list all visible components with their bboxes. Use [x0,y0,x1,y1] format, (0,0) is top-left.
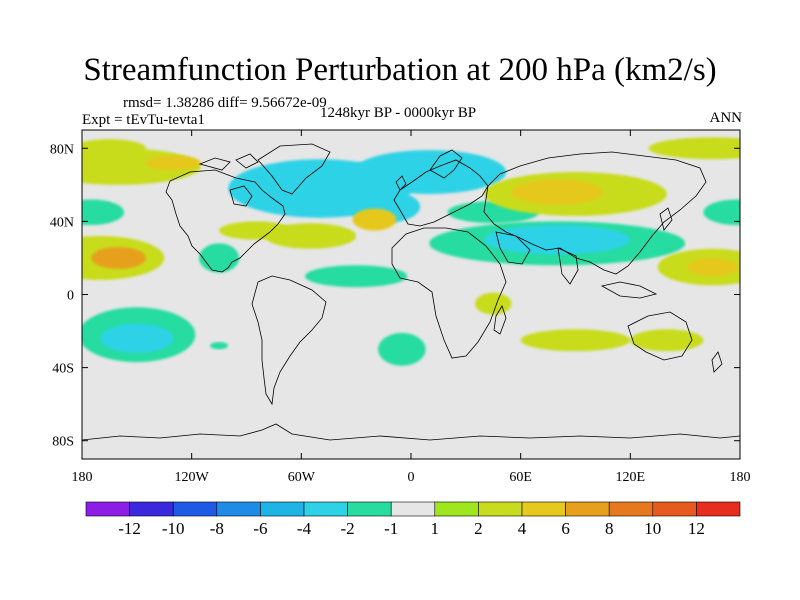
y-tick-label: 40N [50,215,74,230]
coast-australia [627,311,693,361]
colorbar-label: 1 [431,519,440,538]
colorbar-label: -10 [162,519,185,538]
anomaly-region [511,179,603,205]
colorbar-label: 2 [474,519,483,538]
colorbar-box [608,501,654,517]
x-tick-label: 180 [72,470,93,485]
colorbar-box [565,501,610,517]
anomaly-region [352,208,397,231]
anomaly-region [484,225,631,255]
colorbar-label: -4 [297,519,312,538]
coast-asia [483,151,707,275]
period-label: 1248kyr BP - 0000kyr BP [320,105,477,121]
coast-arabia [495,231,531,265]
x-tick-label: 60E [509,470,532,485]
anomaly-region [145,155,201,171]
colorbar-box [521,501,566,517]
colorbar-box [696,501,741,517]
colorbar-box [303,501,348,517]
coast-indonesia [600,281,658,299]
coastlines [82,143,740,441]
colorbar-box [652,501,697,517]
colorbar-box [85,501,130,517]
coast-new-zealand [711,351,723,373]
anomaly-region [198,243,240,273]
x-tick-label: 0 [408,470,415,485]
coast-south-america [251,275,327,406]
axis-ticks: 180 120W 60W 0 60E 120E 180 80N 40N 0 40S 80S [50,130,751,485]
colorbar-label: 8 [605,519,614,538]
coast-greenland [257,143,331,195]
anomaly-region [648,137,740,160]
anomaly-region [241,148,271,167]
colorbar-label: 4 [518,519,527,538]
colorbar-box [390,501,436,517]
anomaly-field [82,137,740,366]
colorbar-label: -2 [341,519,355,538]
anomaly-region [686,257,739,277]
stats-line: rmsd= 1.38286 diff= 9.56672e-09 [123,95,327,111]
anomaly-region [209,342,229,350]
coast-europe [393,159,489,227]
coast-british-isles [395,175,407,191]
x-tick-label: 120W [175,470,210,485]
anomaly-region [520,329,631,352]
colorbar-box [347,501,392,517]
colorbar-label: 10 [644,519,661,538]
anomaly-region [100,323,174,353]
anomaly-region [474,292,512,315]
coast-africa [391,227,507,359]
y-tick-label: 80N [50,142,74,157]
anomaly-region [378,332,426,366]
y-tick-label: 40S [52,362,74,377]
coast-india [557,247,579,285]
colorbar-box [478,501,523,517]
colorbar-box [260,501,305,517]
anomaly-region [91,246,146,269]
colorbar-label: -12 [118,519,141,538]
colorbar: -12 -10 -8 -6 -4 -2 -1 1 2 4 6 8 10 12 [85,501,741,538]
coast-arctic-islands [198,153,259,171]
coast-hudson-bay [229,185,253,207]
anomaly-region [352,150,507,194]
coast-japan [659,207,673,231]
coast-north-america [165,169,286,273]
colorbar-label: 12 [688,519,705,538]
anomaly-region [630,329,704,352]
anomaly-region [219,221,293,240]
colorbar-box [172,501,218,517]
anomaly-region [304,265,408,288]
experiment-label: Expt = tEvTu-tevta1 [82,112,205,128]
chart-title: Streamfunction Perturbation at 200 hPa (… [83,52,717,88]
anomaly-region [82,199,125,226]
colorbar-label: -6 [253,519,267,538]
colorbar-label: -1 [384,519,398,538]
x-tick-label: 120E [616,470,646,485]
coast-scandinavia [429,149,463,179]
colorbar-box [129,501,174,517]
colorbar-label: 6 [561,519,570,538]
anomaly-region [703,199,740,226]
y-tick-label: 80S [52,435,74,450]
x-tick-label: 180 [730,470,751,485]
colorbar-label: -8 [210,519,224,538]
x-tick-label: 60W [288,470,316,485]
colorbar-box [434,501,479,517]
colorbar-box [216,501,261,517]
coast-madagascar [493,305,507,335]
season-label: ANN [709,110,743,126]
y-tick-label: 0 [67,289,74,304]
coast-antarctica [82,423,740,441]
